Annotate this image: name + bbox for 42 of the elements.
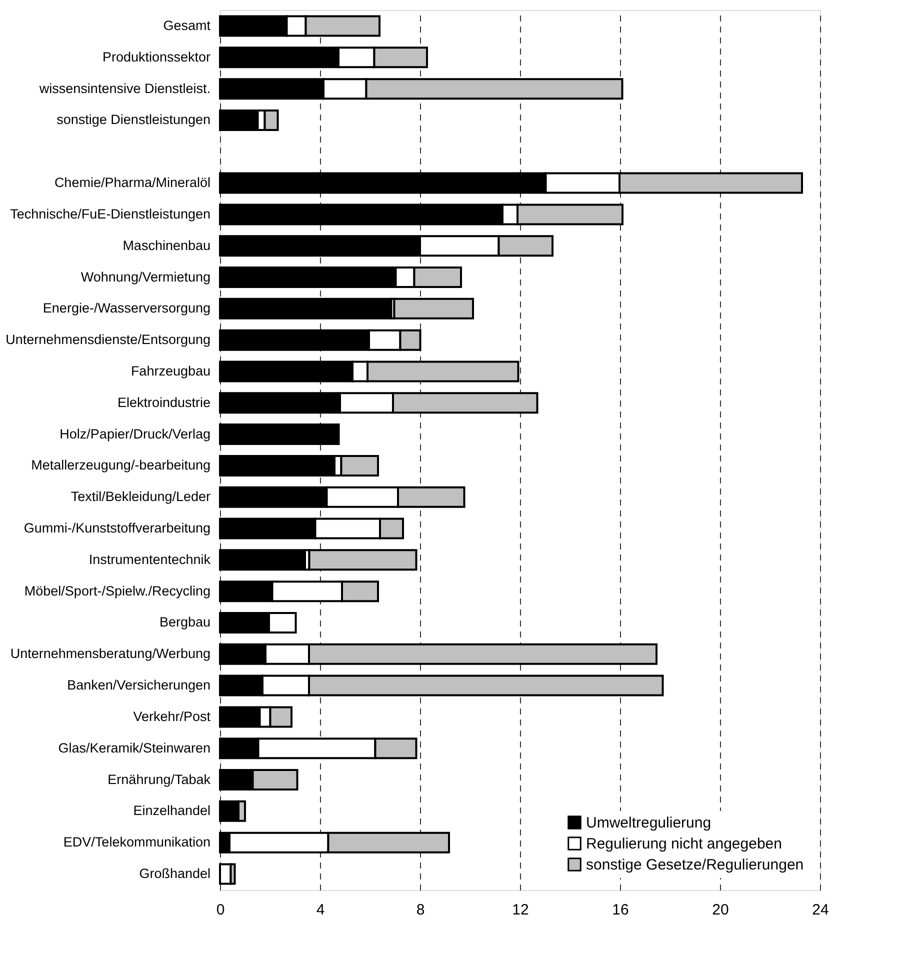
y-tick-label: Instrumententechnik xyxy=(88,552,211,567)
x-tick-label: 12 xyxy=(512,902,529,918)
y-tick-label: Verkehr/Post xyxy=(133,708,211,724)
y-tick-label: Energie-/Wasserversorgung xyxy=(42,300,210,316)
x-tick-label: 16 xyxy=(612,902,629,918)
y-tick-label: Unternehmensberatung/Werbung xyxy=(10,646,210,662)
bar xyxy=(393,298,474,320)
y-tick-label: Produktionssektor xyxy=(102,49,211,64)
y-tick-label: Unternehmensdienste/Entsorgung xyxy=(6,332,210,348)
y-tick-label: Gesamt xyxy=(163,18,211,34)
x-tick-label: 8 xyxy=(416,902,425,918)
y-tick-label: Chemie/Pharma/Mineralöl xyxy=(54,175,210,190)
y-tick-label: Wohnung/Vermietung xyxy=(80,269,210,284)
bar xyxy=(308,549,418,571)
y-tick-label: Großhandel xyxy=(139,866,210,881)
y-tick-label: Bergbau xyxy=(159,614,210,630)
y-tick-label: Möbel/Sport-/Spielw./Recycling xyxy=(24,583,210,598)
y-tick-label: Banken/Versicherungen xyxy=(67,678,210,693)
legend-label: sonstige Gesetze/Regulierungen xyxy=(586,856,804,874)
y-tick-label: sonstige Dienstleistungen xyxy=(56,112,210,128)
y-tick-label: Maschinenbau xyxy=(122,238,210,253)
y-tick-label: Ernährung/Tabak xyxy=(108,772,211,787)
y-tick-label: Glas/Keramik/Steinwaren xyxy=(58,740,210,756)
bar xyxy=(219,549,306,571)
y-tick-label: Gummi-/Kunststoffverarbeitung xyxy=(24,520,210,536)
y-tick-label: Technische/FuE-Dienstleistungen xyxy=(10,206,210,222)
legend-label: Umweltregulierung xyxy=(586,814,712,832)
y-tick-label: Elektroindustrie xyxy=(117,394,210,410)
legend-label: Regulierung nicht angegeben xyxy=(586,836,782,852)
x-tick-label: 4 xyxy=(316,902,325,918)
x-tick-label: 24 xyxy=(812,902,829,918)
y-tick-label: Fahrzeugbau xyxy=(130,363,210,378)
bar xyxy=(219,298,392,320)
x-tick-label: 0 xyxy=(216,902,225,918)
y-tick-label: Holz/Papier/Druck/Verlag xyxy=(60,426,210,442)
y-tick-label: Textil/Bekleidung/Leder xyxy=(70,489,211,504)
bar xyxy=(219,424,340,446)
y-tick-label: Einzelhandel xyxy=(133,803,210,818)
y-tick-label: wissensintensive Dienstleist. xyxy=(38,80,210,96)
x-tick-label: 20 xyxy=(712,902,729,918)
y-tick-label: EDV/Telekommunikation xyxy=(63,834,210,850)
y-tick-label: Metallerzeugung/-bearbeitung xyxy=(31,458,210,473)
